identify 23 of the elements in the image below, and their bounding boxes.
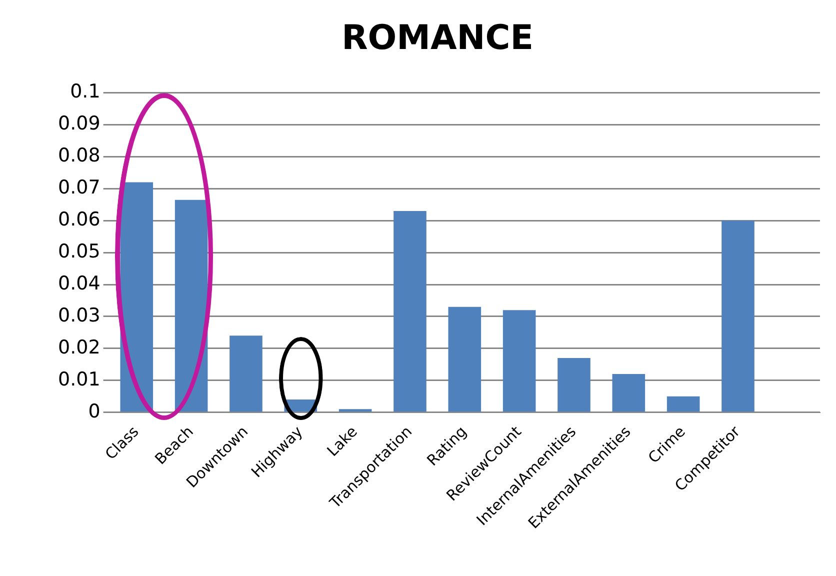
bar <box>174 200 208 412</box>
y-tick-label: 0.09 <box>58 112 100 135</box>
chart-title: ROMANCE <box>342 18 534 58</box>
y-tick-label: 0.08 <box>58 144 100 167</box>
bar <box>338 409 372 412</box>
bar <box>722 220 754 412</box>
y-tick-label: 0.07 <box>58 176 100 199</box>
y-tick-label: 0.02 <box>58 336 100 358</box>
y-tick-label: 0 <box>88 400 100 422</box>
y-tick-label: 0.01 <box>58 368 100 390</box>
bar <box>448 306 482 412</box>
bar <box>230 336 262 412</box>
y-tick-label: 0.1 <box>70 80 100 103</box>
bar <box>120 182 154 412</box>
y-tick-label: 0.04 <box>58 272 100 294</box>
y-tick-label: 0.06 <box>58 208 100 231</box>
bar <box>394 211 426 412</box>
bar <box>502 310 536 412</box>
y-tick-label: 0.05 <box>58 240 100 262</box>
bar <box>612 374 646 412</box>
bar <box>558 358 590 412</box>
y-tick-label: 0.03 <box>58 304 100 326</box>
bar <box>666 396 700 412</box>
